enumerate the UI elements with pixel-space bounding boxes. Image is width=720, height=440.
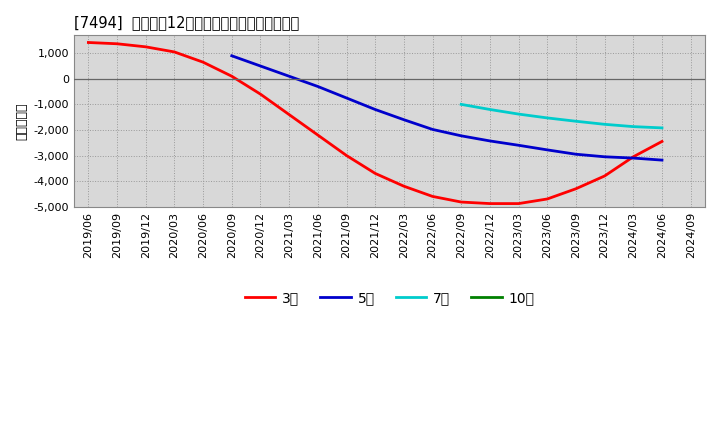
5年 (228, 53, 236, 59)
3年 (342, 153, 351, 158)
3年 (657, 139, 666, 144)
3年 (113, 41, 122, 46)
5年 (428, 127, 437, 132)
3年 (572, 186, 580, 191)
7年 (457, 102, 466, 107)
7年 (543, 115, 552, 121)
5年 (256, 63, 265, 69)
7年 (600, 122, 609, 127)
5年 (657, 158, 666, 163)
5年 (400, 117, 408, 122)
3年 (428, 194, 437, 199)
3年 (285, 112, 294, 117)
5年 (457, 133, 466, 139)
3年 (400, 183, 408, 189)
Text: [7494]  経常利益12か月移動合計の平均値の推移: [7494] 経常利益12か月移動合計の平均値の推移 (74, 15, 300, 30)
5年 (629, 155, 638, 161)
7年 (629, 124, 638, 129)
7年 (514, 111, 523, 117)
3年 (457, 199, 466, 205)
3年 (313, 132, 322, 138)
5年 (543, 147, 552, 153)
3年 (629, 154, 638, 159)
3年 (371, 171, 379, 176)
Line: 3年: 3年 (89, 43, 662, 204)
5年 (485, 138, 494, 143)
3年 (170, 49, 179, 55)
3年 (256, 92, 265, 97)
3年 (141, 44, 150, 49)
5年 (371, 107, 379, 112)
Line: 7年: 7年 (462, 104, 662, 128)
7年 (657, 125, 666, 131)
7年 (572, 119, 580, 124)
3年 (600, 173, 609, 179)
3年 (228, 73, 236, 79)
Legend: 3年, 5年, 7年, 10年: 3年, 5年, 7年, 10年 (239, 286, 540, 311)
5年 (313, 84, 322, 89)
3年 (84, 40, 93, 45)
7年 (485, 107, 494, 112)
5年 (514, 143, 523, 148)
5年 (342, 95, 351, 101)
Line: 5年: 5年 (232, 56, 662, 160)
Y-axis label: （百万円）: （百万円） (15, 102, 28, 140)
3年 (485, 201, 494, 206)
5年 (572, 152, 580, 157)
3年 (543, 196, 552, 202)
3年 (199, 59, 207, 65)
5年 (600, 154, 609, 159)
5年 (285, 73, 294, 79)
3年 (514, 201, 523, 206)
